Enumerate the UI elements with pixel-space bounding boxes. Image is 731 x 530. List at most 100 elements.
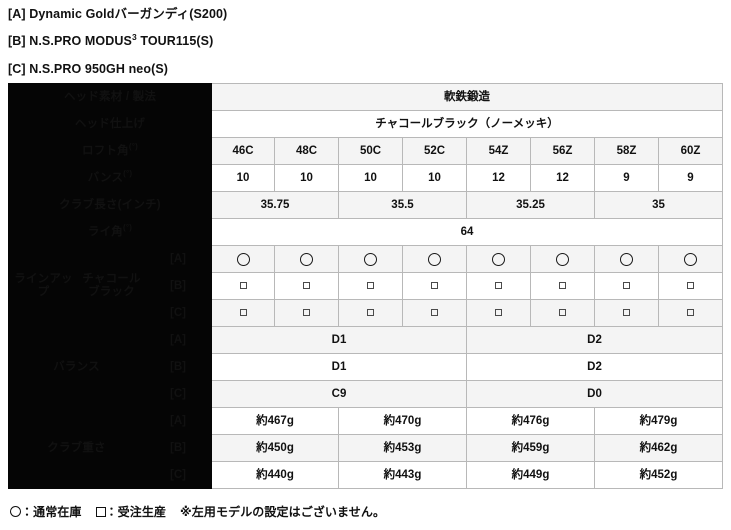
cell-lineup-a-4 [466, 245, 531, 274]
spec-table-container: ヘッド素材 / 製法 軟鉄鍛造 ヘッド仕上げ チャコールブラック（ノーメッキ） … [0, 83, 731, 490]
table-row-balance-b: [B] D1 D2 [9, 353, 723, 382]
cell-lineup-c-1 [274, 299, 339, 328]
cell-loft-3: 52C [402, 137, 467, 166]
cell-club-weight-a-1: 約470g [338, 407, 467, 436]
cell-lineup-c-7 [658, 299, 723, 328]
circle-icon [556, 252, 569, 266]
circle-icon [364, 252, 377, 266]
cell-loft-6: 58Z [594, 137, 659, 166]
square-icon [559, 309, 566, 317]
table-row-lineup-c: [C] [9, 299, 723, 328]
cell-lineup-a-7 [658, 245, 723, 274]
table-row-club-weight-b: [B] 約450g 約453g 約459g 約462g [9, 434, 723, 463]
shaft-legend-line-a: [A] Dynamic Goldバーガンディ(S200) [8, 7, 228, 21]
square-icon [239, 309, 247, 317]
cell-club-weight-a-0: 約467g [211, 407, 339, 436]
circle-icon [300, 252, 313, 266]
circle-icon [684, 252, 697, 266]
cell-club-length-3: 35 [594, 191, 723, 220]
cell-club-weight-b-2: 約459g [466, 434, 595, 463]
cell-lineup-a-0 [211, 245, 275, 274]
circle-icon [492, 252, 505, 266]
footer-square-label: ：受注生産 [105, 505, 167, 520]
square-icon [687, 309, 694, 317]
row-label-head-material: ヘッド素材 / 製法 [8, 83, 212, 112]
square-icon [367, 282, 374, 290]
cell-lineup-b-4 [466, 272, 531, 301]
cell-lie-value: 64 [211, 218, 723, 247]
row-label-lineup-b: [B] [144, 272, 212, 301]
shaft-legend-line-c: [C] N.S.PRO 950GH neo(S) [8, 61, 169, 76]
square-icon [687, 282, 694, 290]
cell-club-weight-c-3: 約452g [594, 461, 723, 490]
cell-lineup-c-0 [211, 299, 275, 328]
circle-icon [236, 252, 250, 266]
square-icon [303, 282, 310, 290]
square-icon [495, 282, 502, 290]
cell-balance-c-0: C9 [211, 380, 467, 409]
cell-loft-4: 54Z [466, 137, 531, 166]
cell-club-length-1: 35.5 [338, 191, 467, 220]
cell-balance-b-1: D2 [466, 353, 723, 382]
cell-club-weight-b-0: 約450g [211, 434, 339, 463]
cell-bounce-6: 9 [594, 164, 659, 193]
cell-bounce-5: 12 [530, 164, 595, 193]
cell-head-finish-value: チャコールブラック（ノーメッキ） [211, 110, 723, 139]
cell-club-weight-b-3: 約462g [594, 434, 723, 463]
row-label-club-weight-b: [B] [144, 434, 212, 463]
row-label-loft: ロフト角(°) [8, 137, 212, 166]
cell-club-weight-c-1: 約443g [338, 461, 467, 490]
cell-bounce-0: 10 [211, 164, 275, 193]
footer-circle-label: ：通常在庫 [21, 505, 82, 520]
cell-club-weight-a-2: 約476g [466, 407, 595, 436]
cell-balance-a-0: D1 [211, 326, 467, 355]
cell-lineup-c-4 [466, 299, 531, 328]
degree-unit-bounce: (°) [123, 168, 133, 178]
cell-bounce-4: 12 [466, 164, 531, 193]
cell-bounce-3: 10 [402, 164, 467, 193]
table-row-lineup-b: [B] [9, 272, 723, 301]
table-row-club-length: クラブ長さ(インチ) 35.75 35.5 35.25 35 [8, 191, 723, 220]
cell-lineup-b-7 [658, 272, 723, 301]
cell-balance-b-0: D1 [211, 353, 467, 382]
row-label-balance-b: [B] [144, 353, 212, 382]
cell-lineup-b-3 [402, 272, 467, 301]
square-icon [623, 309, 630, 317]
row-label-lineup: ラインアップ [8, 245, 79, 328]
shaft-legend-b-tag: [B] [8, 34, 26, 49]
cell-balance-c-1: D0 [466, 380, 723, 409]
cell-head-material-value: 軟鉄鍛造 [211, 83, 723, 112]
square-icon [367, 309, 374, 317]
cell-club-length-0: 35.75 [211, 191, 339, 220]
square-icon [431, 309, 438, 317]
cell-lineup-a-1 [274, 245, 339, 274]
square-icon [303, 309, 310, 317]
cell-loft-7: 60Z [658, 137, 723, 166]
table-row-club-weight-c: [C] 約440g 約443g 約449g 約452g [9, 461, 723, 490]
spec-table: ヘッド素材 / 製法 軟鉄鍛造 ヘッド仕上げ チャコールブラック（ノーメッキ） … [8, 83, 723, 490]
circle-icon [620, 252, 633, 266]
row-label-club-weight-a: [A] [144, 407, 212, 436]
table-row-loft: ロフト角(°) 46C 48C 50C 52C 54Z 56Z 58Z 60Z [8, 137, 723, 166]
table-row-club-weight-a: クラブ重さ [A] 約467g 約470g 約476g 約479g [8, 407, 723, 490]
row-label-balance-a: [A] [144, 326, 212, 355]
cell-loft-5: 56Z [530, 137, 595, 166]
cell-balance-a-1: D2 [466, 326, 723, 355]
table-row-balance-a: バランス [A] D1 D2 [8, 326, 723, 409]
table-row-head-material: ヘッド素材 / 製法 軟鉄鍛造 [8, 83, 723, 112]
row-label-lineup-a: [A] [144, 245, 212, 274]
table-row-balance-c: [C] C9 D0 [9, 380, 723, 409]
row-label-club-weight-c: [C] [144, 461, 212, 490]
row-label-lineup-c: [C] [144, 299, 212, 328]
table-row-head-finish: ヘッド仕上げ チャコールブラック（ノーメッキ） [8, 110, 723, 139]
cell-bounce-7: 9 [658, 164, 723, 193]
shaft-legend-b-superscript: 3 [131, 32, 137, 43]
square-icon [495, 309, 502, 317]
row-label-balance: バランス [8, 326, 145, 409]
cell-lineup-c-2 [338, 299, 403, 328]
cell-loft-1: 48C [274, 137, 339, 166]
cell-club-length-2: 35.25 [466, 191, 595, 220]
cell-lineup-a-5 [530, 245, 595, 274]
row-label-lineup-text: ラインアップ [14, 273, 73, 299]
cell-lineup-a-2 [338, 245, 403, 274]
